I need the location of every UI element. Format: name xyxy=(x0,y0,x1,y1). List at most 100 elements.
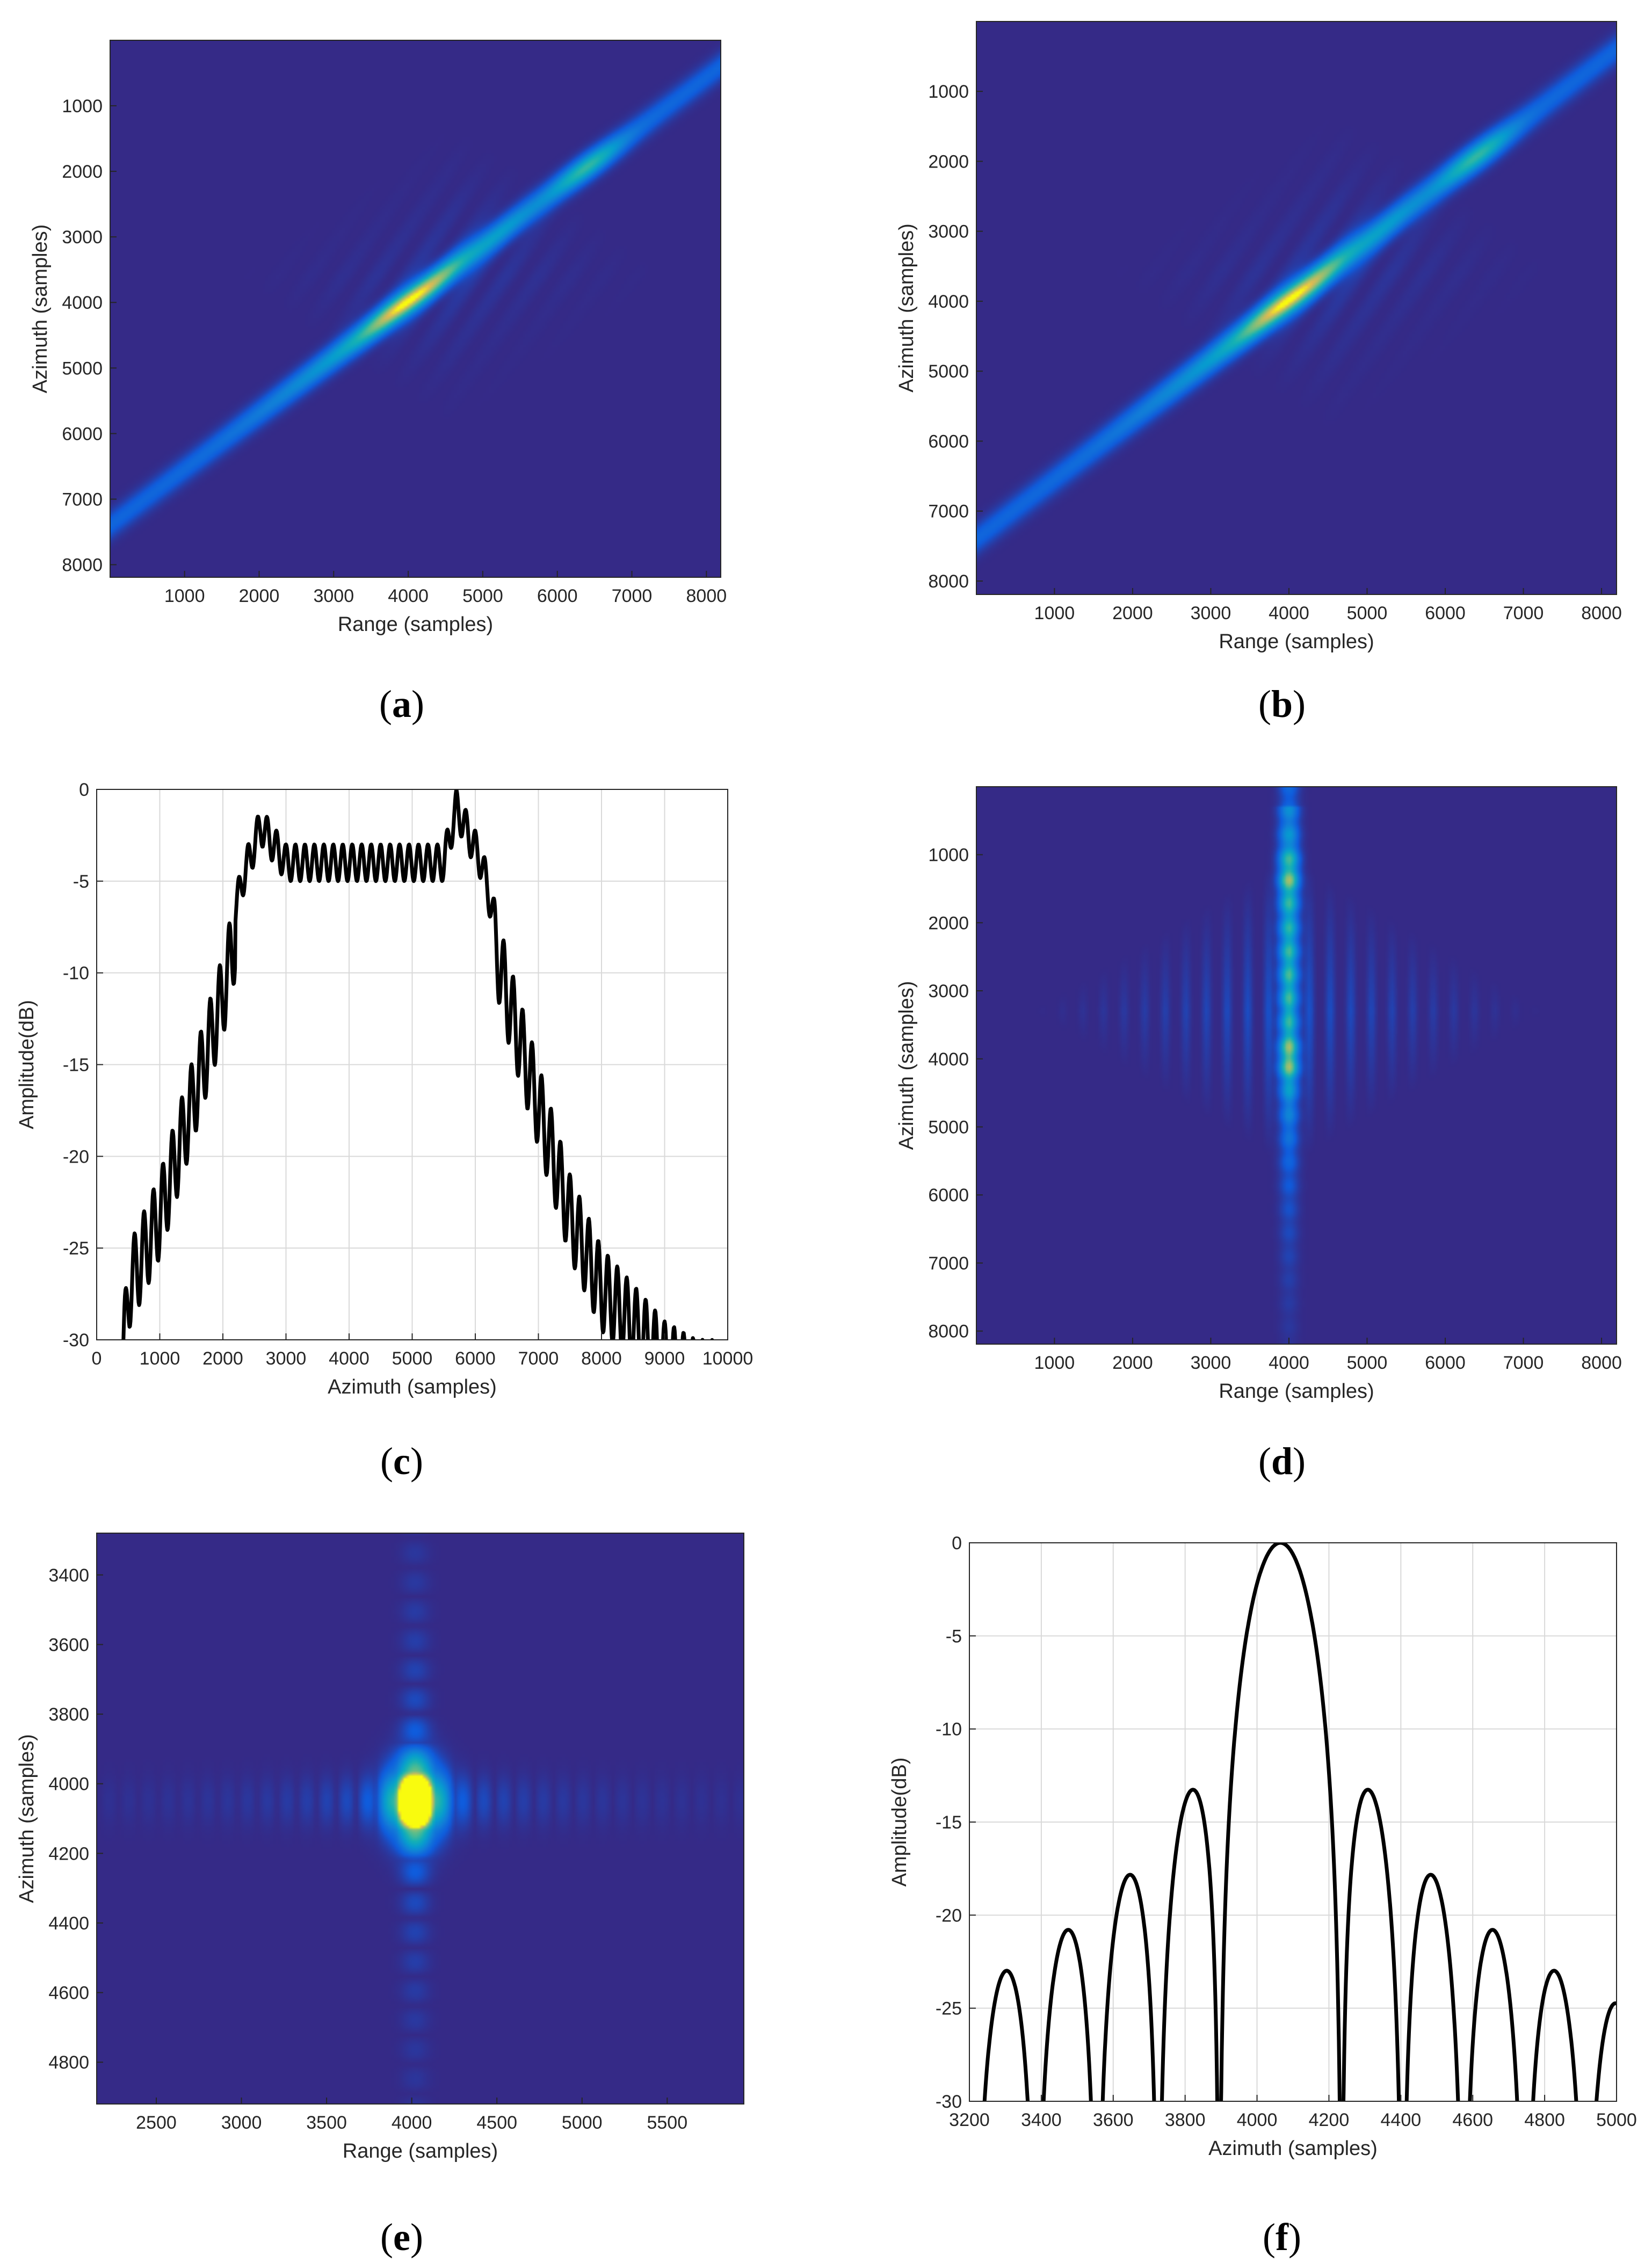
y-tick-label-d-3: 4000 xyxy=(928,1049,969,1070)
x-tick-label-b-4: 5000 xyxy=(1347,603,1388,623)
y-axis-label-b: Azimuth (samples) xyxy=(895,223,918,393)
caption-open-e: ( xyxy=(380,2216,393,2259)
heatmap-image-e xyxy=(97,1533,744,2104)
y-axis-label-f: Amplitude(dB) xyxy=(888,1758,911,1887)
y-tick-label-b-7: 8000 xyxy=(928,571,969,592)
x-tick-label-c-3: 3000 xyxy=(266,1348,307,1369)
heatmap-image-a xyxy=(110,40,721,577)
x-tick-label-f-4: 4000 xyxy=(1237,2110,1278,2130)
series-line-c xyxy=(121,789,714,1340)
axes-box-b xyxy=(976,21,1617,595)
axes-box-a xyxy=(110,40,721,578)
x-tick-label-c-9: 9000 xyxy=(644,1348,685,1369)
y-axis-label-c: Amplitude(dB) xyxy=(16,1000,38,1129)
caption-d: (d) xyxy=(1258,1440,1306,1483)
caption-open-d: ( xyxy=(1258,1440,1271,1483)
y-tick-label-d-1: 2000 xyxy=(928,913,969,933)
y-tick-label-e-3: 4000 xyxy=(48,1774,89,1795)
y-tick-label-a-3: 4000 xyxy=(62,293,103,313)
caption-close-c: ) xyxy=(410,1440,423,1483)
x-tick-label-f-7: 4600 xyxy=(1452,2110,1493,2130)
x-tick-label-f-5: 4200 xyxy=(1309,2110,1350,2130)
y-tick-label-d-2: 3000 xyxy=(928,981,969,1002)
y-tick-label-b-3: 4000 xyxy=(928,292,969,312)
y-tick-label-b-2: 3000 xyxy=(928,222,969,242)
caption-letter-b: b xyxy=(1271,683,1293,725)
x-tick-label-e-2: 3500 xyxy=(306,2113,347,2133)
x-tick-label-f-0: 3200 xyxy=(949,2110,990,2130)
caption-open-b: ( xyxy=(1258,683,1271,725)
x-tick-label-c-7: 7000 xyxy=(518,1348,559,1369)
y-tick-label-b-1: 2000 xyxy=(928,151,969,172)
y-tick-label-a-6: 7000 xyxy=(62,489,103,510)
caption-c: (c) xyxy=(380,1440,423,1483)
x-axis-label-e: Range (samples) xyxy=(343,2140,498,2163)
y-axis-label-d: Azimuth (samples) xyxy=(895,981,918,1150)
x-tick-label-e-1: 3000 xyxy=(221,2113,262,2133)
x-tick-label-b-1: 2000 xyxy=(1112,603,1153,623)
caption-e: (e) xyxy=(380,2216,423,2259)
x-tick-label-d-5: 6000 xyxy=(1425,1353,1466,1373)
y-tick-label-c-5: -25 xyxy=(63,1238,89,1259)
y-tick-label-d-4: 5000 xyxy=(928,1117,969,1137)
x-tick-label-b-3: 4000 xyxy=(1269,603,1309,623)
caption-open-c: ( xyxy=(380,1440,393,1483)
caption-letter-f: f xyxy=(1276,2216,1289,2259)
heatmap-image-d xyxy=(976,787,1617,1344)
x-tick-label-d-4: 5000 xyxy=(1347,1353,1388,1373)
y-tick-label-d-7: 8000 xyxy=(928,1322,969,1342)
y-tick-label-f-5: -25 xyxy=(936,1999,962,2019)
caption-b: (b) xyxy=(1258,683,1306,725)
caption-close-b: ) xyxy=(1293,683,1306,725)
y-tick-label-d-0: 1000 xyxy=(928,845,969,866)
x-tick-label-a-3: 4000 xyxy=(388,586,429,606)
x-tick-label-c-10: 10000 xyxy=(702,1348,753,1369)
heatmap-image-b xyxy=(976,21,1617,594)
y-tick-label-c-6: -30 xyxy=(63,1330,89,1351)
y-tick-label-e-7: 4800 xyxy=(48,2052,89,2073)
series-line-f xyxy=(982,1543,1617,2101)
x-tick-label-c-1: 1000 xyxy=(140,1348,180,1369)
panel-e: 2500 3000 3500 4000 4500 5000 5500 3400 3600 3800… xyxy=(16,1533,744,2163)
panel-d: 1000 2000 3000 4000 5000 6000 7000 8000 1000 2000… xyxy=(895,786,1622,1403)
caption-close-a: ) xyxy=(411,683,424,725)
y-tick-label-b-5: 6000 xyxy=(928,431,969,452)
x-tick-label-f-6: 4400 xyxy=(1381,2110,1422,2130)
x-axis-label-a: Range (samples) xyxy=(338,613,493,636)
y-tick-label-e-5: 4400 xyxy=(48,1913,89,1934)
x-tick-label-c-5: 5000 xyxy=(392,1348,433,1369)
y-tick-label-d-5: 6000 xyxy=(928,1185,969,1206)
y-tick-label-c-4: -20 xyxy=(63,1146,89,1167)
x-tick-label-a-5: 6000 xyxy=(537,586,578,606)
x-tick-label-a-6: 7000 xyxy=(612,586,653,606)
y-tick-label-a-0: 1000 xyxy=(62,96,103,117)
x-tick-label-a-1: 2000 xyxy=(239,586,280,606)
y-tick-label-f-6: -30 xyxy=(936,2092,962,2112)
caption-f: (f) xyxy=(1263,2216,1301,2259)
x-tick-label-f-2: 3600 xyxy=(1093,2110,1134,2130)
y-tick-label-e-6: 4600 xyxy=(48,1983,89,2004)
y-tick-label-b-0: 1000 xyxy=(928,82,969,102)
x-tick-label-b-5: 6000 xyxy=(1425,603,1466,623)
y-tick-label-e-2: 3800 xyxy=(48,1704,89,1725)
x-tick-label-b-0: 1000 xyxy=(1034,603,1075,623)
caption-close-f: ) xyxy=(1288,2216,1301,2259)
x-tick-label-a-0: 1000 xyxy=(164,586,205,606)
caption-close-d: ) xyxy=(1293,1440,1306,1483)
x-tick-label-e-6: 5500 xyxy=(647,2113,687,2133)
x-tick-label-f-9: 5000 xyxy=(1596,2110,1637,2130)
y-tick-label-f-3: -15 xyxy=(936,1812,962,1833)
x-tick-label-b-6: 7000 xyxy=(1503,603,1544,623)
caption-open-a: ( xyxy=(379,683,392,725)
y-tick-label-c-2: -10 xyxy=(63,963,89,984)
panel-b: 1000 2000 3000 4000 5000 6000 7000 8000 1000 2000… xyxy=(895,21,1622,653)
y-tick-label-a-5: 6000 xyxy=(62,424,103,444)
caption-a: (a) xyxy=(379,683,424,725)
y-tick-label-f-4: -20 xyxy=(936,1905,962,1926)
x-axis-label-b: Range (samples) xyxy=(1219,630,1374,653)
panel-c: 0 1000 2000 3000 4000 5000 6000 7000 8000 9000 100… xyxy=(16,780,753,1398)
x-tick-label-e-3: 4000 xyxy=(392,2113,432,2133)
x-tick-label-d-6: 7000 xyxy=(1503,1353,1544,1373)
x-tick-label-c-4: 4000 xyxy=(329,1348,369,1369)
